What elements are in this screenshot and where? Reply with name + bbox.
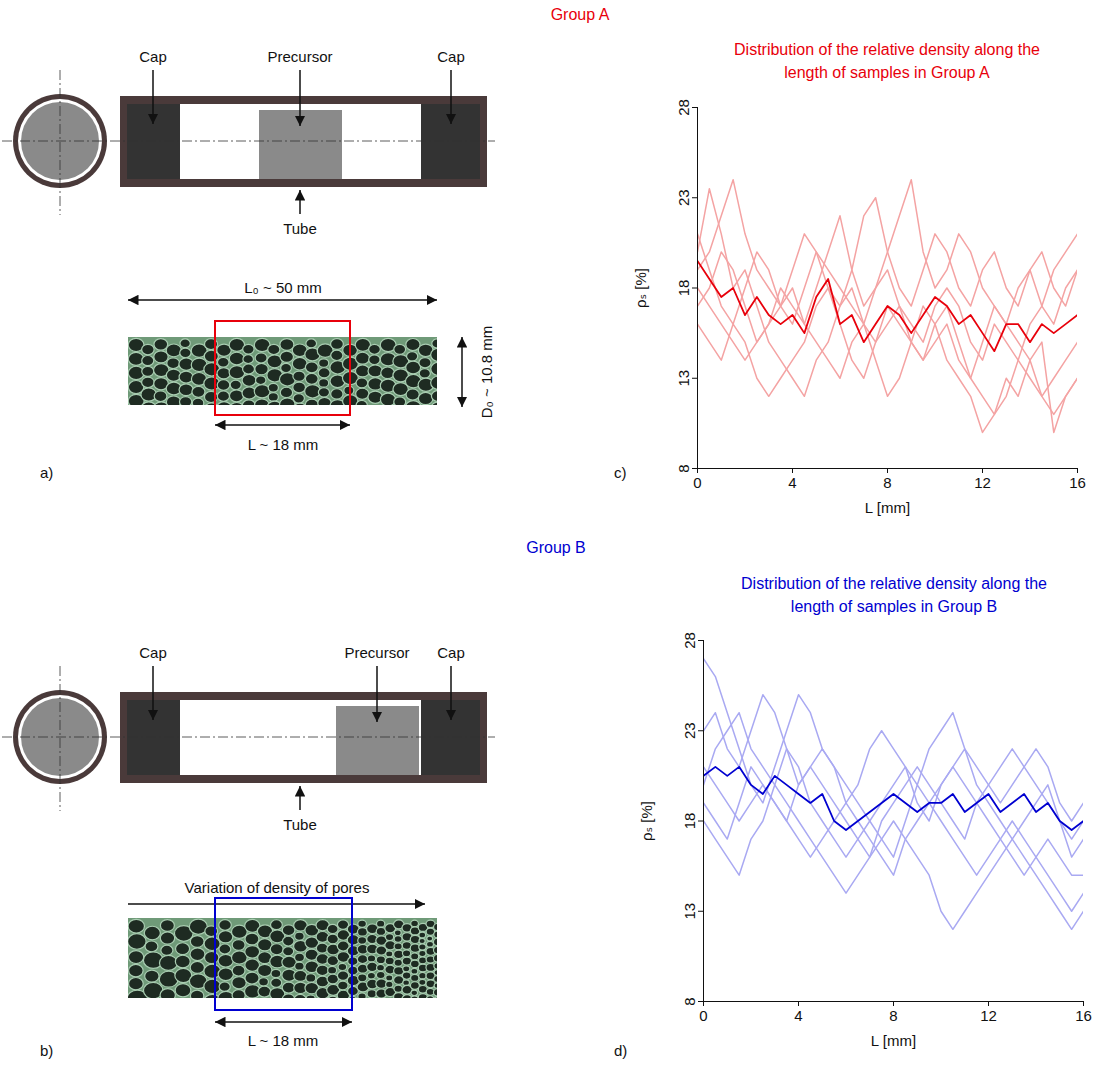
svg-text:8: 8	[889, 1007, 897, 1024]
svg-text:28: 28	[681, 632, 698, 649]
svg-text:Tube: Tube	[283, 816, 317, 833]
svg-text:23: 23	[675, 189, 692, 206]
svg-text:16: 16	[1069, 474, 1086, 491]
svg-text:12: 12	[974, 474, 991, 491]
svg-text:L [mm]: L [mm]	[871, 1032, 916, 1049]
svg-text:4: 4	[794, 1007, 802, 1024]
svg-text:Precursor: Precursor	[344, 644, 409, 661]
svg-text:L ~ 18 mm: L ~ 18 mm	[248, 436, 319, 453]
svg-text:Cap: Cap	[437, 48, 465, 65]
svg-text:L [mm]: L [mm]	[865, 499, 910, 516]
svg-text:Cap: Cap	[437, 644, 465, 661]
svg-text:Variation of density of pores: Variation of density of pores	[185, 879, 370, 896]
svg-text:0: 0	[693, 474, 701, 491]
svg-text:23: 23	[681, 722, 698, 739]
svg-text:Tube: Tube	[283, 220, 317, 237]
svg-text:12: 12	[980, 1007, 997, 1024]
svg-text:18: 18	[681, 813, 698, 830]
svg-text:ρₛ [%]: ρₛ [%]	[632, 268, 649, 308]
svg-text:b): b)	[40, 1042, 53, 1059]
svg-text:4: 4	[788, 474, 796, 491]
svg-text:c): c)	[614, 464, 627, 481]
html-text:Distribution of the relative d: Distribution of the relative density alo…	[734, 41, 1040, 81]
svg-text:28: 28	[675, 99, 692, 116]
svg-text:16: 16	[1075, 1007, 1092, 1024]
svg-text:a): a)	[40, 464, 53, 481]
svg-text:L ~ 18 mm: L ~ 18 mm	[248, 1032, 319, 1049]
svg-text:Cap: Cap	[139, 48, 167, 65]
svg-text:Cap: Cap	[139, 644, 167, 661]
svg-text:ρₛ [%]: ρₛ [%]	[638, 801, 655, 841]
svg-text:13: 13	[681, 903, 698, 920]
svg-text:8: 8	[675, 464, 692, 472]
svg-text:13: 13	[675, 370, 692, 387]
html-text:Distribution of the relative d: Distribution of the relative density alo…	[741, 575, 1047, 615]
svg-text:8: 8	[883, 474, 891, 491]
svg-text:L₀ ~ 50 mm: L₀ ~ 50 mm	[244, 279, 322, 296]
svg-text:Group A: Group A	[551, 6, 610, 23]
svg-text:0: 0	[699, 1007, 707, 1024]
svg-text:8: 8	[681, 997, 698, 1005]
svg-text:Precursor: Precursor	[267, 48, 332, 65]
svg-text:D₀ ~ 10.8 mm: D₀ ~ 10.8 mm	[478, 326, 495, 419]
svg-text:d): d)	[614, 1042, 627, 1059]
svg-text:18: 18	[675, 280, 692, 297]
svg-text:Group B: Group B	[526, 539, 586, 556]
